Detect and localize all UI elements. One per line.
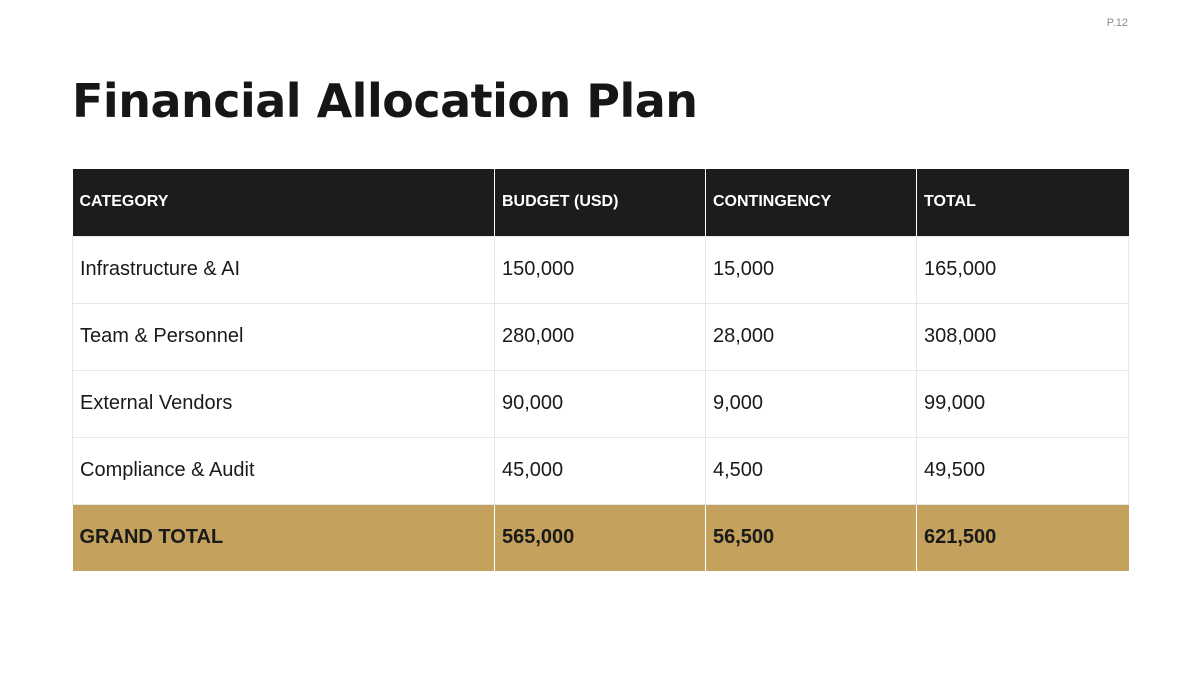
page-number: P.12 [1106, 17, 1128, 29]
budget-table: CATEGORY BUDGET (USD) CONTINGENCY TOTAL … [72, 169, 1129, 571]
budget-cell: 150,000 [494, 235, 706, 304]
total-cell: 49,500 [916, 436, 1129, 505]
page-title: Financial Allocation Plan [72, 74, 698, 128]
contingency-cell: 9,000 [705, 369, 917, 438]
table-row: Compliance & Audit 45,000 4,500 49,500 [72, 436, 1129, 505]
contingency-cell: 15,000 [705, 235, 917, 304]
column-header-contingency: CONTINGENCY [705, 169, 917, 236]
grand-total-label: GRAND TOTAL [72, 504, 495, 571]
grand-total-budget: 565,000 [494, 504, 706, 571]
budget-cell: 45,000 [494, 436, 706, 505]
budget-cell: 280,000 [494, 302, 706, 371]
contingency-cell: 4,500 [705, 436, 917, 505]
column-header-total: TOTAL [916, 169, 1129, 236]
total-cell: 165,000 [916, 235, 1129, 304]
total-cell: 99,000 [916, 369, 1129, 438]
category-cell: Infrastructure & AI [72, 235, 495, 304]
category-cell: Compliance & Audit [72, 436, 495, 505]
table-header-row: CATEGORY BUDGET (USD) CONTINGENCY TOTAL [72, 169, 1129, 236]
grand-total-row: GRAND TOTAL 565,000 56,500 621,500 [72, 504, 1129, 571]
grand-total-total: 621,500 [916, 504, 1129, 571]
column-header-category: CATEGORY [72, 169, 495, 236]
grand-total-contingency: 56,500 [705, 504, 917, 571]
table-row: External Vendors 90,000 9,000 99,000 [72, 369, 1129, 438]
category-cell: External Vendors [72, 369, 495, 438]
table-row: Infrastructure & AI 150,000 15,000 165,0… [72, 235, 1129, 304]
budget-cell: 90,000 [494, 369, 706, 438]
total-cell: 308,000 [916, 302, 1129, 371]
category-cell: Team & Personnel [72, 302, 495, 371]
column-header-budget: BUDGET (USD) [494, 169, 706, 236]
contingency-cell: 28,000 [705, 302, 917, 371]
table-row: Team & Personnel 280,000 28,000 308,000 [72, 302, 1129, 371]
